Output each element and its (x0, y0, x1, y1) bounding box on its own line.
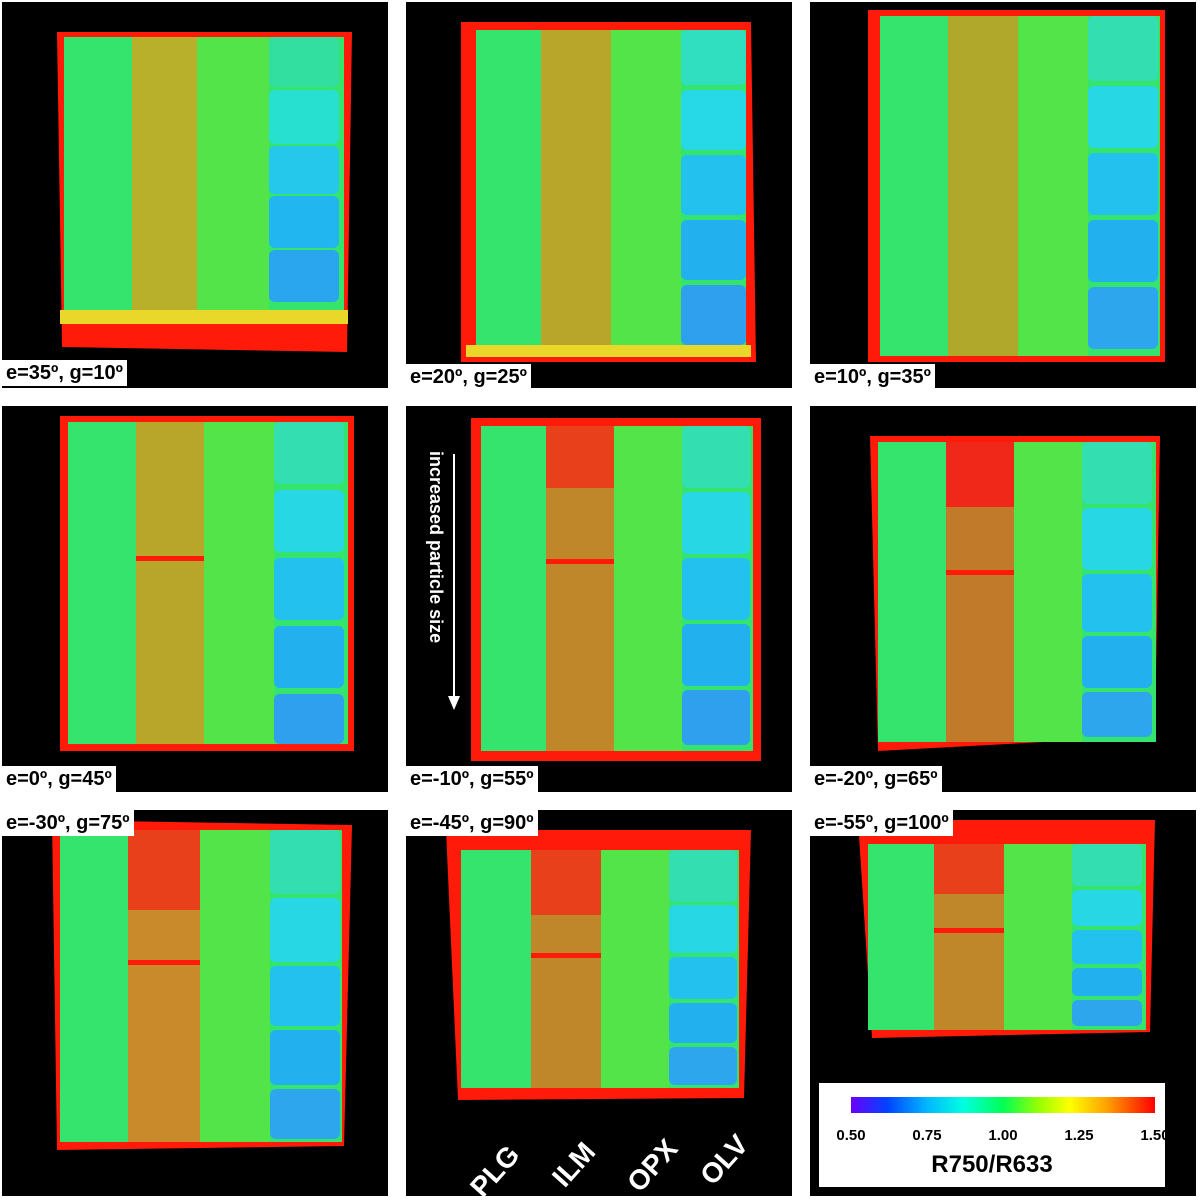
colorbar-gradient (851, 1097, 1155, 1113)
panel-2: e=20º, g=25º (406, 2, 792, 388)
colorbar-tick: 0.75 (912, 1127, 942, 1144)
colorbar-tick: 1.25 (1064, 1127, 1094, 1144)
colorbar-tick: 1.00 (988, 1127, 1018, 1144)
panel-label: e=-20º, g=65º (810, 766, 942, 792)
panel-8: e=-45º, g=90º PLG ILM OPX OLV (406, 810, 792, 1196)
panel-label: e=0º, g=45º (2, 766, 116, 792)
image-panel-3 (868, 10, 1165, 362)
particle-size-annotation: increased particle size (426, 451, 446, 644)
panel-5: e=-10º, g=55º (406, 406, 792, 792)
image-panel-1 (57, 32, 352, 352)
panel-4: e=0º, g=45º (2, 406, 388, 792)
colorbar-title: R750/R633 (931, 1151, 1053, 1178)
panel-label: e=-55º, g=100º (810, 810, 953, 836)
colorbar-tick: 1.50 (1140, 1127, 1170, 1144)
panel-label: e=-10º, g=55º (406, 766, 538, 792)
panel-label: e=10º, g=35º (810, 364, 935, 388)
arrow-down-icon (448, 454, 460, 710)
panel-label: e=20º, g=25º (406, 364, 531, 388)
panel-3: e=10º, g=35º (810, 2, 1196, 388)
panel-6: e=-20º, g=65º (810, 406, 1196, 792)
panel-1: e=35º, g=10º (2, 2, 388, 388)
image-panel-6 (870, 436, 1160, 751)
panel-label: e=-30º, g=75º (2, 810, 134, 836)
image-panel-2 (461, 22, 756, 362)
image-panel-9 (858, 820, 1155, 1038)
colorbar-legend: 0.50 0.75 1.00 1.25 1.50 R750/R633 (818, 1082, 1170, 1188)
panel-9: e=-55º, g=100º (810, 810, 1196, 1196)
panel-label: e=-45º, g=90º (406, 810, 538, 836)
image-panel-8 (446, 830, 751, 1100)
panel-label: e=35º, g=10º (2, 360, 127, 386)
colorbar-tick: 0.50 (836, 1127, 866, 1144)
panel-7: e=-30º, g=75º (2, 810, 388, 1196)
image-panel-4 (60, 416, 354, 751)
image-panel-5 (471, 418, 761, 761)
image-panel-7 (52, 820, 352, 1150)
